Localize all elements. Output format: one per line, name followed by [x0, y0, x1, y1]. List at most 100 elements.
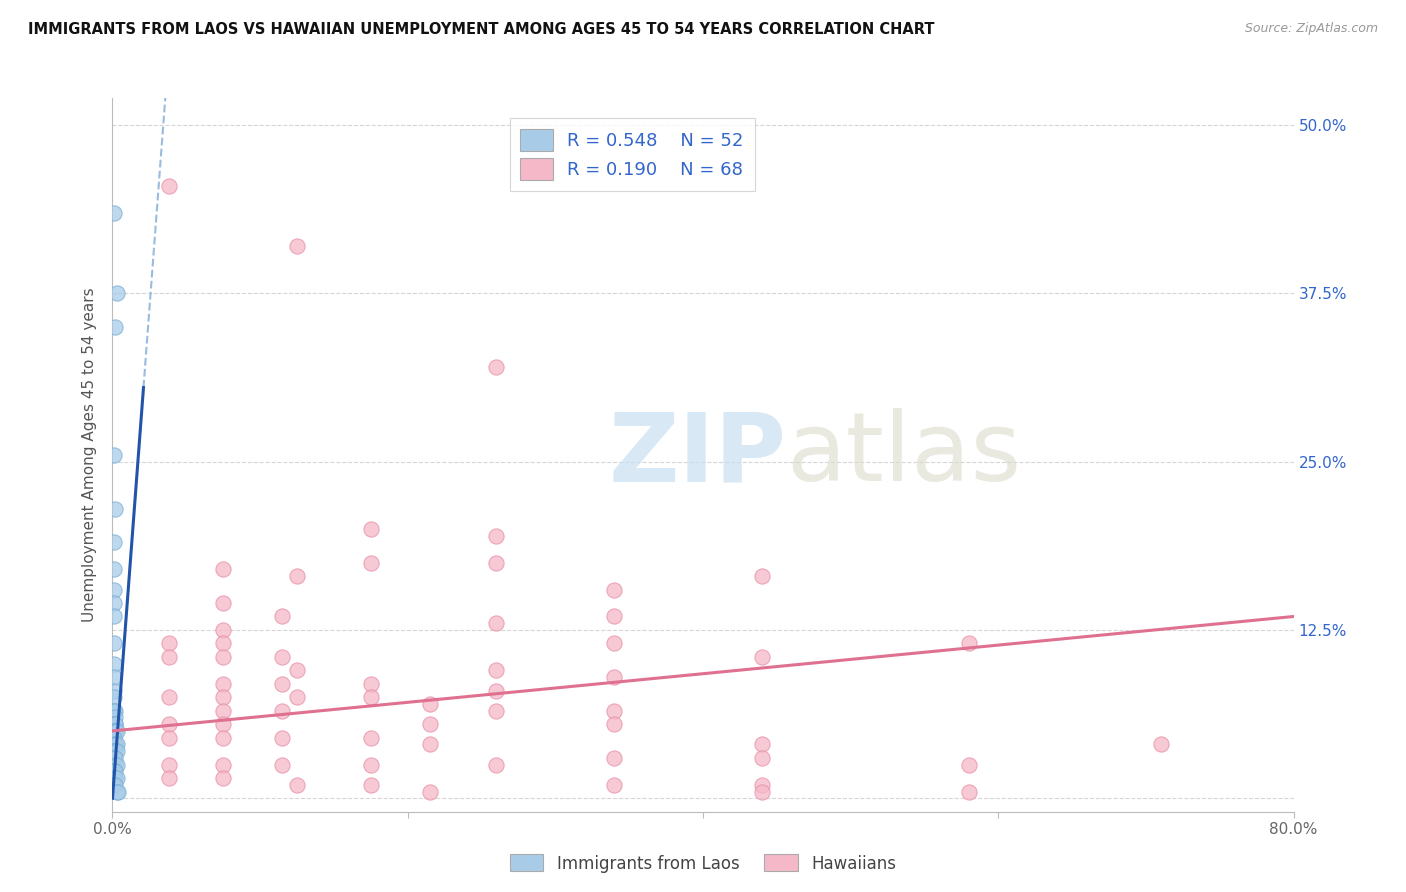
Point [103, 609, 125, 624]
Point [107, 784, 129, 798]
Point [104, 710, 127, 724]
Point [212, 562, 235, 576]
Point [212, 649, 235, 664]
Point [485, 556, 508, 570]
Point [360, 690, 382, 705]
Point [103, 778, 125, 792]
Point [103, 751, 125, 765]
Point [101, 731, 124, 745]
Point [603, 582, 626, 597]
Point [212, 731, 235, 745]
Point [212, 636, 235, 650]
Point [485, 683, 508, 698]
Point [360, 731, 382, 745]
Point [603, 670, 626, 684]
Point [360, 778, 382, 792]
Point [104, 738, 127, 752]
Point [285, 569, 308, 583]
Point [157, 717, 180, 731]
Point [105, 286, 128, 301]
Point [485, 664, 508, 678]
Point [105, 784, 128, 798]
Point [419, 738, 441, 752]
Point [103, 764, 125, 779]
Point [212, 690, 235, 705]
Point [105, 771, 128, 785]
Y-axis label: Unemployment Among Ages 45 to 54 years: Unemployment Among Ages 45 to 54 years [82, 287, 97, 623]
Point [103, 596, 125, 610]
Point [105, 723, 128, 738]
Point [212, 677, 235, 691]
Text: IMMIGRANTS FROM LAOS VS HAWAIIAN UNEMPLOYMENT AMONG AGES 45 TO 54 YEARS CORRELAT: IMMIGRANTS FROM LAOS VS HAWAIIAN UNEMPLO… [28, 22, 935, 37]
Point [101, 704, 124, 718]
Point [103, 744, 125, 758]
Point [419, 784, 441, 798]
Text: ZIP: ZIP [609, 409, 786, 501]
Point [603, 717, 626, 731]
Point [485, 757, 508, 772]
Point [419, 717, 441, 731]
Point [271, 757, 294, 772]
Point [360, 522, 382, 536]
Point [360, 556, 382, 570]
Point [419, 697, 441, 711]
Point [105, 738, 128, 752]
Point [957, 757, 980, 772]
Point [485, 704, 508, 718]
Point [751, 778, 773, 792]
Legend: R = 0.548    N = 52, R = 0.190    N = 68: R = 0.548 N = 52, R = 0.190 N = 68 [509, 118, 755, 191]
Point [104, 764, 127, 779]
Point [285, 664, 308, 678]
Point [485, 529, 508, 543]
Point [157, 178, 180, 193]
Point [103, 751, 125, 765]
Point [103, 448, 125, 462]
Point [271, 731, 294, 745]
Point [104, 757, 127, 772]
Point [212, 704, 235, 718]
Point [285, 778, 308, 792]
Point [1150, 738, 1173, 752]
Text: atlas: atlas [786, 409, 1021, 501]
Point [157, 757, 180, 772]
Point [103, 717, 125, 731]
Point [603, 609, 626, 624]
Point [103, 683, 125, 698]
Point [103, 704, 125, 718]
Point [360, 677, 382, 691]
Point [103, 704, 125, 718]
Point [105, 744, 128, 758]
Point [103, 562, 125, 576]
Point [103, 205, 125, 219]
Point [157, 690, 180, 705]
Point [103, 738, 125, 752]
Point [271, 609, 294, 624]
Point [101, 723, 124, 738]
Point [105, 757, 128, 772]
Point [360, 757, 382, 772]
Point [485, 360, 508, 375]
Point [751, 569, 773, 583]
Point [157, 649, 180, 664]
Point [104, 723, 127, 738]
Point [603, 751, 626, 765]
Point [285, 690, 308, 705]
Point [603, 636, 626, 650]
Point [271, 649, 294, 664]
Point [101, 744, 124, 758]
Point [271, 677, 294, 691]
Point [212, 771, 235, 785]
Point [103, 771, 125, 785]
Point [103, 657, 125, 671]
Point [485, 616, 508, 631]
Point [957, 784, 980, 798]
Point [157, 636, 180, 650]
Point [103, 582, 125, 597]
Point [103, 535, 125, 549]
Point [101, 751, 124, 765]
Point [103, 731, 125, 745]
Point [103, 723, 125, 738]
Point [957, 636, 980, 650]
Point [103, 670, 125, 684]
Point [751, 784, 773, 798]
